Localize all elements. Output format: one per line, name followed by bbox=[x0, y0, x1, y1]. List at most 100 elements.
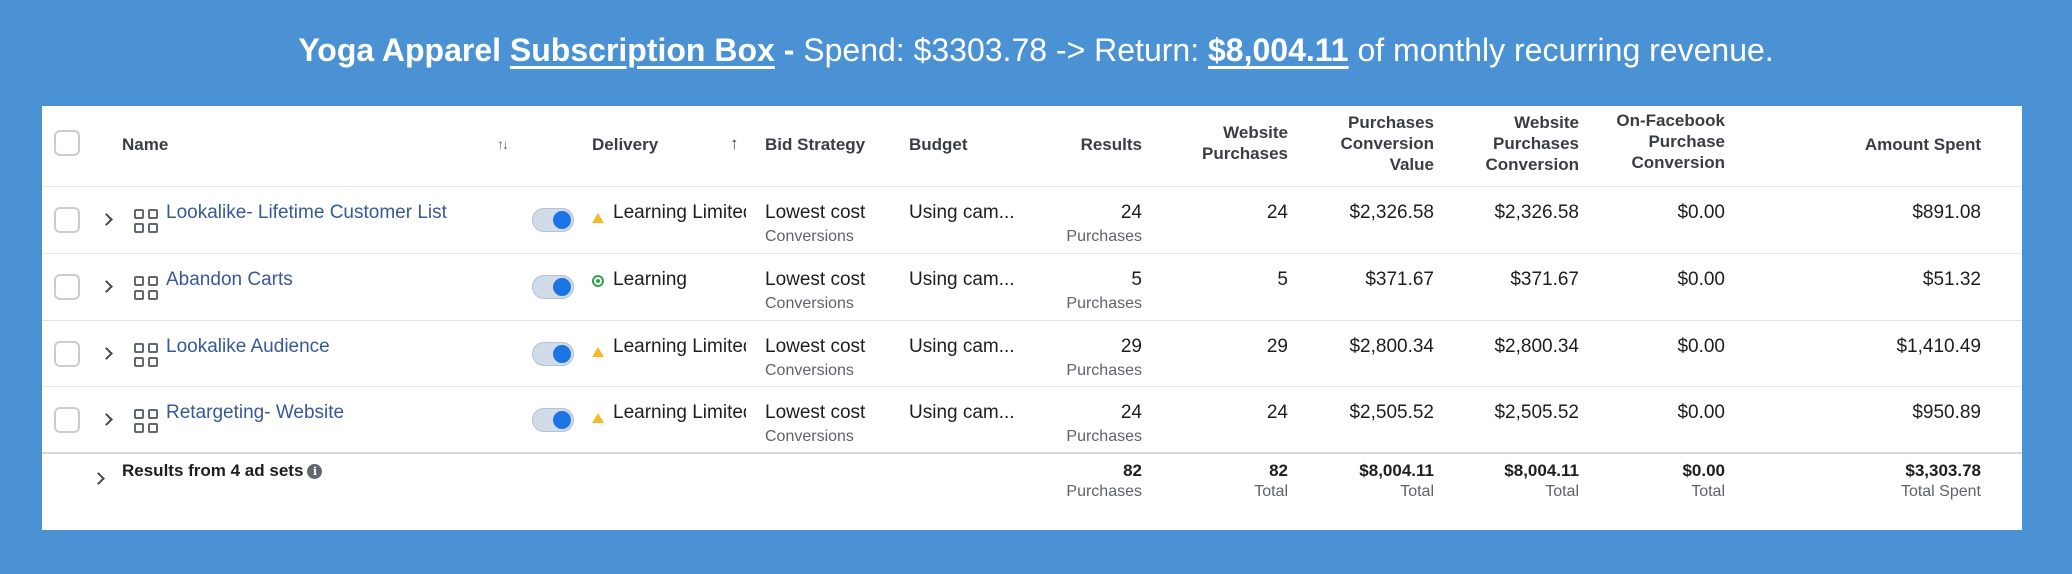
conversion-value: $371.67 bbox=[1365, 269, 1434, 290]
ad-set-toggle[interactable] bbox=[532, 342, 574, 366]
results-value: 29 bbox=[1120, 336, 1142, 357]
column-header-delivery[interactable]: Delivery bbox=[592, 135, 659, 154]
column-header-website-purchases-conversion[interactable]: Website Purchases Conversion bbox=[1485, 113, 1579, 174]
delivery-status: Learning Limited bbox=[613, 202, 746, 223]
column-header-name[interactable]: Name bbox=[122, 135, 169, 154]
ad-set-toggle[interactable] bbox=[532, 408, 574, 432]
ad-sets-table: Name ↑↓ Delivery ↑ Bid Strategy Budget R… bbox=[42, 106, 2022, 530]
results-value: 24 bbox=[1120, 402, 1142, 423]
column-header-results[interactable]: Results bbox=[1080, 135, 1142, 154]
amount-spent-value: $950.89 bbox=[1912, 402, 1981, 423]
ad-set-grid-icon bbox=[134, 343, 158, 367]
row-checkbox[interactable] bbox=[54, 207, 80, 233]
website-purchases-value: 24 bbox=[1266, 202, 1288, 223]
table-footer-totals: Results from 4 ad sets i 82 Purchases 82 … bbox=[42, 452, 2022, 532]
bid-strategy: Lowest cost bbox=[765, 202, 866, 223]
headline-spend-return: Spend: $3303.78 -> Return: bbox=[803, 32, 1208, 68]
ad-set-grid-icon bbox=[134, 276, 158, 300]
ad-set-name-link[interactable]: Lookalike- Lifetime Customer List bbox=[166, 202, 447, 223]
website-conversion-value: $2,505.52 bbox=[1494, 402, 1579, 423]
column-header-on-facebook-purchase-conversion[interactable]: On-Facebook Purchase Conversion bbox=[1616, 111, 1725, 172]
results-value: 5 bbox=[1131, 269, 1142, 290]
ad-set-toggle[interactable] bbox=[532, 208, 574, 232]
headline-brand: Yoga Apparel bbox=[298, 32, 510, 68]
website-conversion-value: $2,800.34 bbox=[1494, 336, 1579, 357]
column-header-amount-spent[interactable]: Amount Spent bbox=[1864, 135, 1981, 154]
budget: Using cam... bbox=[909, 269, 1015, 290]
ad-set-toggle[interactable] bbox=[532, 275, 574, 299]
facebook-conversion-value: $0.00 bbox=[1677, 336, 1725, 357]
website-purchases-value: 5 bbox=[1277, 269, 1288, 290]
table-row[interactable]: Lookalike Audience Learning Limited Lowe… bbox=[42, 320, 2022, 387]
expand-chevron-icon[interactable] bbox=[100, 213, 113, 226]
total-amount-spent-sub: Total Spent bbox=[1900, 483, 1981, 500]
active-status-dot-icon bbox=[592, 275, 604, 287]
amount-spent-value: $51.32 bbox=[1922, 269, 1981, 290]
website-conversion-value: $2,326.58 bbox=[1494, 202, 1579, 223]
total-results: 82 bbox=[1123, 461, 1142, 480]
website-purchases-value: 24 bbox=[1266, 402, 1288, 423]
results-sub: Purchases bbox=[1066, 228, 1142, 245]
headline-suffix: of monthly recurring revenue. bbox=[1348, 32, 1774, 68]
headline-separator: - bbox=[774, 32, 804, 68]
total-amount-spent: $3,303.78 bbox=[1905, 461, 1981, 480]
table-row[interactable]: Retargeting- Website Learning Limited Lo… bbox=[42, 386, 2022, 453]
table-row[interactable]: Abandon Carts Learning Lowest cost Conve… bbox=[42, 253, 2022, 320]
amount-spent-value: $891.08 bbox=[1912, 202, 1981, 223]
column-header-website-purchases[interactable]: Website Purchases bbox=[1202, 123, 1288, 163]
sort-icon[interactable]: ↑↓ bbox=[497, 136, 509, 152]
warning-triangle-icon bbox=[592, 213, 604, 223]
website-conversion-value: $371.67 bbox=[1510, 269, 1579, 290]
row-checkbox[interactable] bbox=[54, 341, 80, 367]
warning-triangle-icon bbox=[592, 347, 604, 357]
headline-product: Subscription Box bbox=[509, 32, 775, 68]
column-header-purchases-conversion-value[interactable]: Purchases Conversion Value bbox=[1340, 113, 1434, 174]
ad-set-grid-icon bbox=[134, 409, 158, 433]
results-summary-label: Results from 4 ad sets i bbox=[122, 460, 323, 482]
total-conversion-value-sub: Total bbox=[1400, 483, 1434, 500]
total-facebook-conversion-sub: Total bbox=[1691, 483, 1725, 500]
total-conversion-value: $8,004.11 bbox=[1359, 461, 1434, 480]
delivery-status: Learning bbox=[613, 269, 687, 290]
headline-return-value: $8,004.11 bbox=[1207, 32, 1349, 68]
table-row[interactable]: Lookalike- Lifetime Customer List Learni… bbox=[42, 186, 2022, 253]
bid-strategy: Lowest cost bbox=[765, 336, 866, 357]
results-value: 24 bbox=[1120, 202, 1142, 223]
amount-spent-value: $1,410.49 bbox=[1896, 336, 1981, 357]
facebook-conversion-value: $0.00 bbox=[1677, 402, 1725, 423]
expand-chevron-icon[interactable] bbox=[92, 472, 105, 485]
bid-strategy-sub: Conversions bbox=[765, 428, 854, 445]
column-header-budget[interactable]: Budget bbox=[909, 135, 968, 154]
results-sub: Purchases bbox=[1066, 295, 1142, 312]
conversion-value: $2,505.52 bbox=[1349, 402, 1434, 423]
select-all-checkbox[interactable] bbox=[54, 130, 80, 156]
facebook-conversion-value: $0.00 bbox=[1677, 202, 1725, 223]
ad-set-name-link[interactable]: Abandon Carts bbox=[166, 269, 293, 290]
expand-chevron-icon[interactable] bbox=[100, 347, 113, 360]
ad-set-grid-icon bbox=[134, 209, 158, 233]
ad-set-name-link[interactable]: Retargeting- Website bbox=[166, 402, 345, 423]
ad-set-name-link[interactable]: Lookalike Audience bbox=[166, 336, 330, 357]
website-purchases-value: 29 bbox=[1266, 336, 1288, 357]
total-website-purchases: 82 bbox=[1269, 461, 1288, 480]
info-icon[interactable]: i bbox=[307, 464, 323, 479]
results-sub: Purchases bbox=[1066, 428, 1142, 445]
budget: Using cam... bbox=[909, 202, 1015, 223]
results-sub: Purchases bbox=[1066, 362, 1142, 379]
conversion-value: $2,326.58 bbox=[1349, 202, 1434, 223]
bid-strategy: Lowest cost bbox=[765, 269, 866, 290]
expand-chevron-icon[interactable] bbox=[100, 413, 113, 426]
total-website-conversion: $8,004.11 bbox=[1504, 461, 1579, 480]
row-checkbox[interactable] bbox=[54, 274, 80, 300]
total-website-purchases-sub: Total bbox=[1254, 483, 1288, 500]
budget: Using cam... bbox=[909, 336, 1015, 357]
row-checkbox[interactable] bbox=[54, 407, 80, 433]
total-facebook-conversion: $0.00 bbox=[1682, 461, 1725, 480]
column-header-bid-strategy[interactable]: Bid Strategy bbox=[765, 135, 866, 154]
bid-strategy-sub: Conversions bbox=[765, 295, 854, 312]
expand-chevron-icon[interactable] bbox=[100, 280, 113, 293]
table-header: Name ↑↓ Delivery ↑ Bid Strategy Budget R… bbox=[42, 106, 2022, 186]
delivery-sort-arrow-icon[interactable]: ↑ bbox=[730, 134, 739, 153]
headline: Yoga Apparel Subscription Box - Spend: $… bbox=[0, 22, 2072, 78]
conversion-value: $2,800.34 bbox=[1349, 336, 1434, 357]
